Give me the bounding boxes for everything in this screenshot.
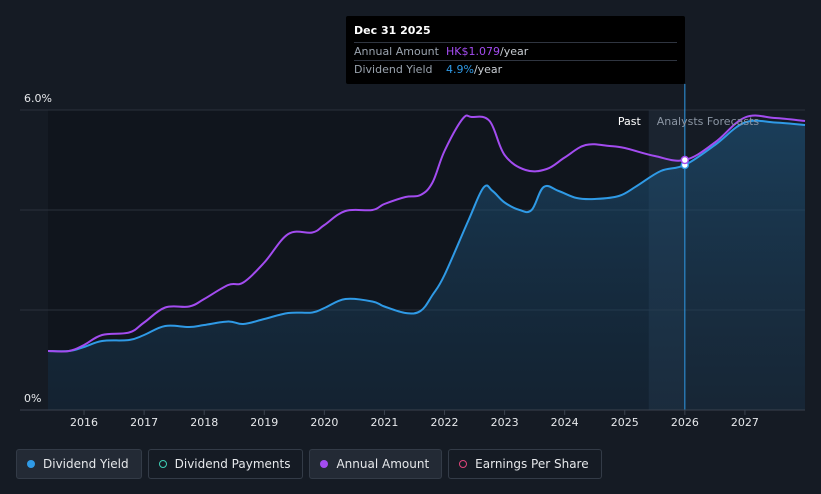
- tooltip-dividend-yield-row: Dividend Yield 4.9%/year: [354, 60, 677, 78]
- legend-label-dividend-yield: Dividend Yield: [43, 457, 129, 471]
- tooltip-annual-amount-unit: /year: [499, 45, 529, 58]
- annual-amount-line[interactable]: [47, 114, 806, 353]
- tooltip-annual-amount-value: HK$1.079: [446, 45, 500, 58]
- tooltip-annual-amount-label: Annual Amount: [354, 45, 439, 58]
- tooltip: Dec 31 2025 Annual Amount HK$1.079/year D…: [346, 16, 685, 84]
- x-tick-label: 2020: [310, 416, 338, 429]
- dividend-chart: 2016 2017 2018 2019 2020 2021 2022 2023 2024 2025…: [20, 84, 806, 429]
- x-tick-label: 2019: [250, 416, 278, 429]
- tooltip-dividend-yield-value: 4.9%: [446, 63, 474, 76]
- x-tick-label: 2026: [671, 416, 699, 429]
- x-tick-label: 2025: [611, 416, 639, 429]
- earnings-per-share-circle-icon: [459, 460, 468, 468]
- dividend-yield-dot-icon: [27, 460, 35, 468]
- y-axis: 0% 6.0%: [24, 92, 52, 405]
- legend-item-dividend-payments[interactable]: Dividend Payments: [147, 449, 304, 479]
- legend-label-dividend-payments: Dividend Payments: [174, 457, 291, 471]
- dividend-yield-area: [48, 120, 805, 410]
- x-tick-label: 2022: [431, 416, 459, 429]
- y-tick-label: 6.0%: [24, 92, 52, 105]
- x-tick-label: 2017: [130, 416, 158, 429]
- annual-amount-dot-icon: [320, 460, 329, 468]
- x-tick-label: 2021: [370, 416, 398, 429]
- legend-label-annual-amount: Annual Amount: [336, 457, 430, 471]
- legend-item-earnings-per-share[interactable]: Earnings Per Share: [448, 449, 602, 479]
- tooltip-annual-amount-row: Annual Amount HK$1.079/year: [354, 42, 677, 60]
- legend: Dividend Yield Dividend Payments Annual …: [16, 449, 602, 481]
- past-label: Past: [618, 115, 642, 128]
- y-tick-label: 0%: [24, 392, 41, 405]
- x-tick-label: 2027: [731, 416, 759, 429]
- tooltip-date: Dec 31 2025: [354, 24, 431, 37]
- x-tick-label: 2024: [551, 416, 579, 429]
- tooltip-dividend-yield-unit: /year: [473, 63, 503, 76]
- legend-item-dividend-yield[interactable]: Dividend Yield: [16, 449, 142, 479]
- x-tick-label: 2023: [491, 416, 519, 429]
- analysts-forecasts-label: Analysts Forecasts: [657, 115, 760, 128]
- dividend-payments-circle-icon: [158, 460, 167, 468]
- x-tick-label: 2018: [190, 416, 218, 429]
- annual-amount-marker[interactable]: [680, 155, 690, 165]
- x-axis: 2016 2017 2018 2019 2020 2021 2022 2023 2024 2025…: [20, 409, 805, 429]
- dividend-yield-line[interactable]: [47, 119, 806, 353]
- x-tick-label: 2016: [70, 416, 98, 429]
- legend-label-earnings-per-share: Earnings Per Share: [475, 457, 589, 471]
- legend-item-annual-amount[interactable]: Annual Amount: [309, 449, 443, 479]
- tooltip-dividend-yield-label: Dividend Yield: [354, 63, 433, 76]
